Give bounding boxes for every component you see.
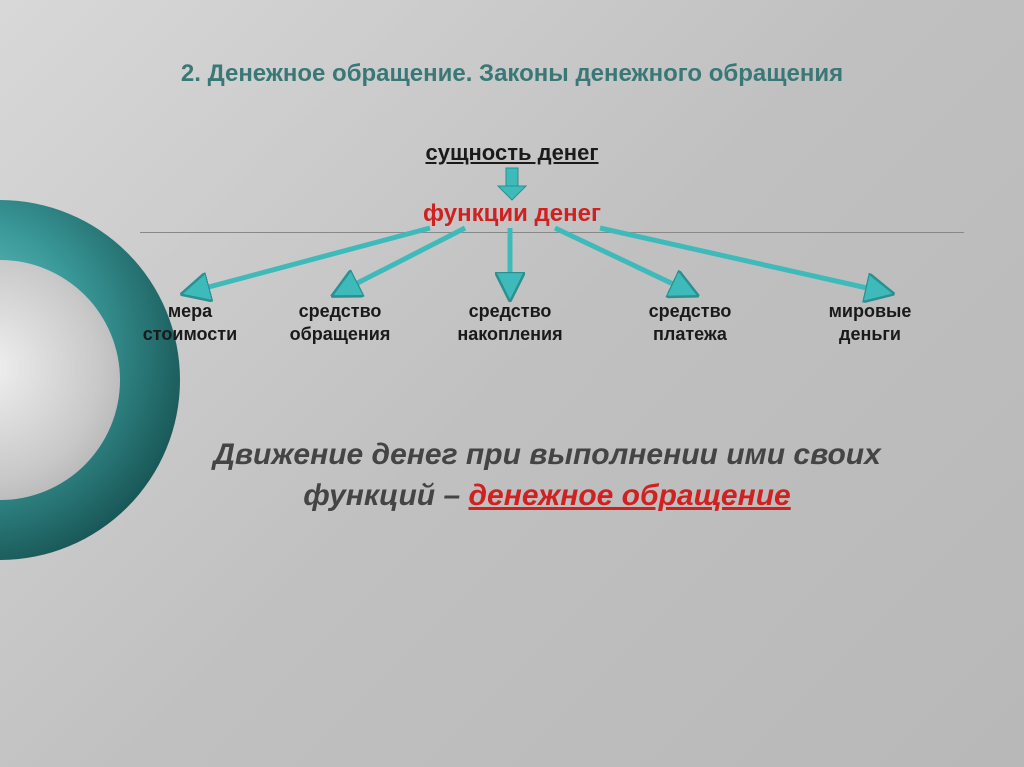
leaf-line2: платежа — [653, 324, 727, 344]
leaf-line1: средство — [649, 301, 732, 321]
leaf-circ: средство обращения — [270, 300, 410, 347]
diagram-hub: функции денег — [0, 200, 1024, 228]
diagram-root: сущность денег — [0, 140, 1024, 166]
definition-text: Движение денег при выполнении ими своих … — [150, 435, 944, 516]
leaf-line2: деньги — [839, 324, 901, 344]
leaf-line2: накопления — [457, 324, 562, 344]
leaf-line1: мировые — [829, 301, 912, 321]
diagram-hr — [140, 232, 964, 233]
leaf-measure: мера стоимости — [130, 300, 250, 347]
leaf-line1: средство — [299, 301, 382, 321]
down-arrow-icon — [498, 168, 526, 200]
leaf-world: мировые деньги — [800, 300, 940, 347]
slide-title: 2. Денежное обращение. Законы денежного … — [0, 60, 1024, 88]
leaf-line1: средство — [469, 301, 552, 321]
leaf-line1: мера — [168, 301, 212, 321]
leaf-accum: средство накопления — [430, 300, 590, 347]
leaf-payment: средство платежа — [620, 300, 760, 347]
definition-emph: денежное обращение — [468, 479, 790, 512]
leaf-line2: обращения — [290, 324, 391, 344]
leaf-line2: стоимости — [143, 324, 237, 344]
